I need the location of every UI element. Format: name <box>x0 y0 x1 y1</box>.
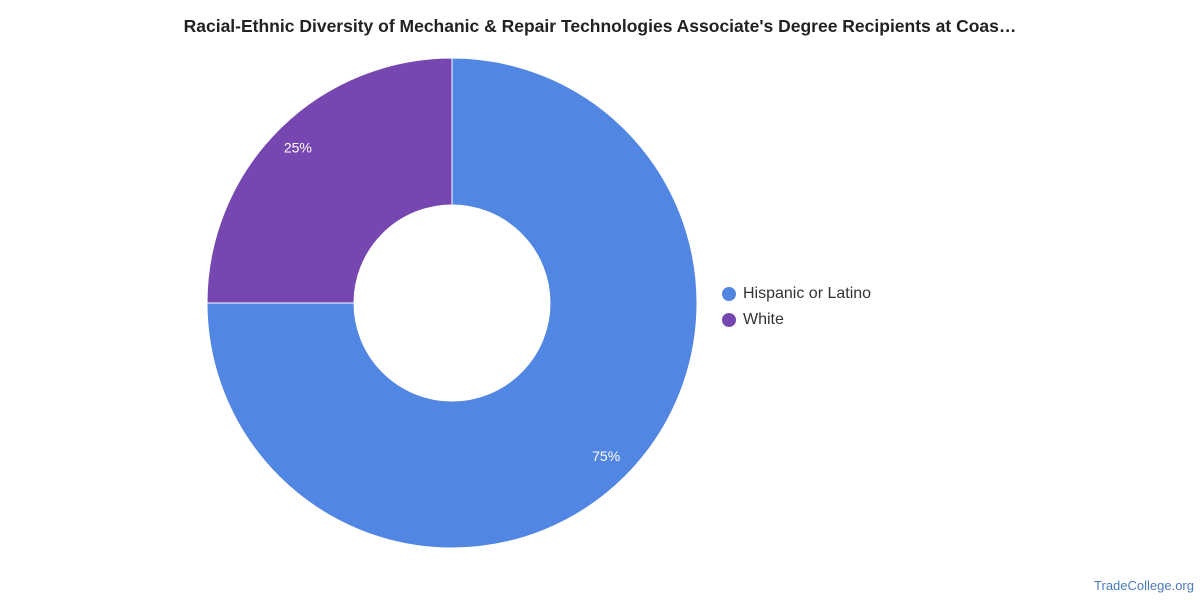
slice-value-label: 75% <box>592 448 620 464</box>
legend-label: Hispanic or Latino <box>743 285 872 302</box>
slice-labels: 75% 25% <box>284 140 620 464</box>
legend-swatch <box>722 313 736 327</box>
legend-swatch <box>722 287 736 301</box>
chart-title: Racial-Ethnic Diversity of Mechanic & Re… <box>183 16 1017 36</box>
legend: Hispanic or Latino White <box>722 281 871 333</box>
slice-hispanic-or-latino[interactable] <box>206 57 698 549</box>
legend-label: White <box>743 311 784 328</box>
slice-white[interactable] <box>206 57 453 304</box>
slices <box>206 57 698 549</box>
legend-item-white[interactable]: White <box>722 307 871 333</box>
legend-item-hispanic-or-latino[interactable]: Hispanic or Latino <box>722 281 871 307</box>
source-credit[interactable]: TradeCollege.org <box>1094 578 1194 593</box>
slice-value-label: 25% <box>284 140 312 156</box>
